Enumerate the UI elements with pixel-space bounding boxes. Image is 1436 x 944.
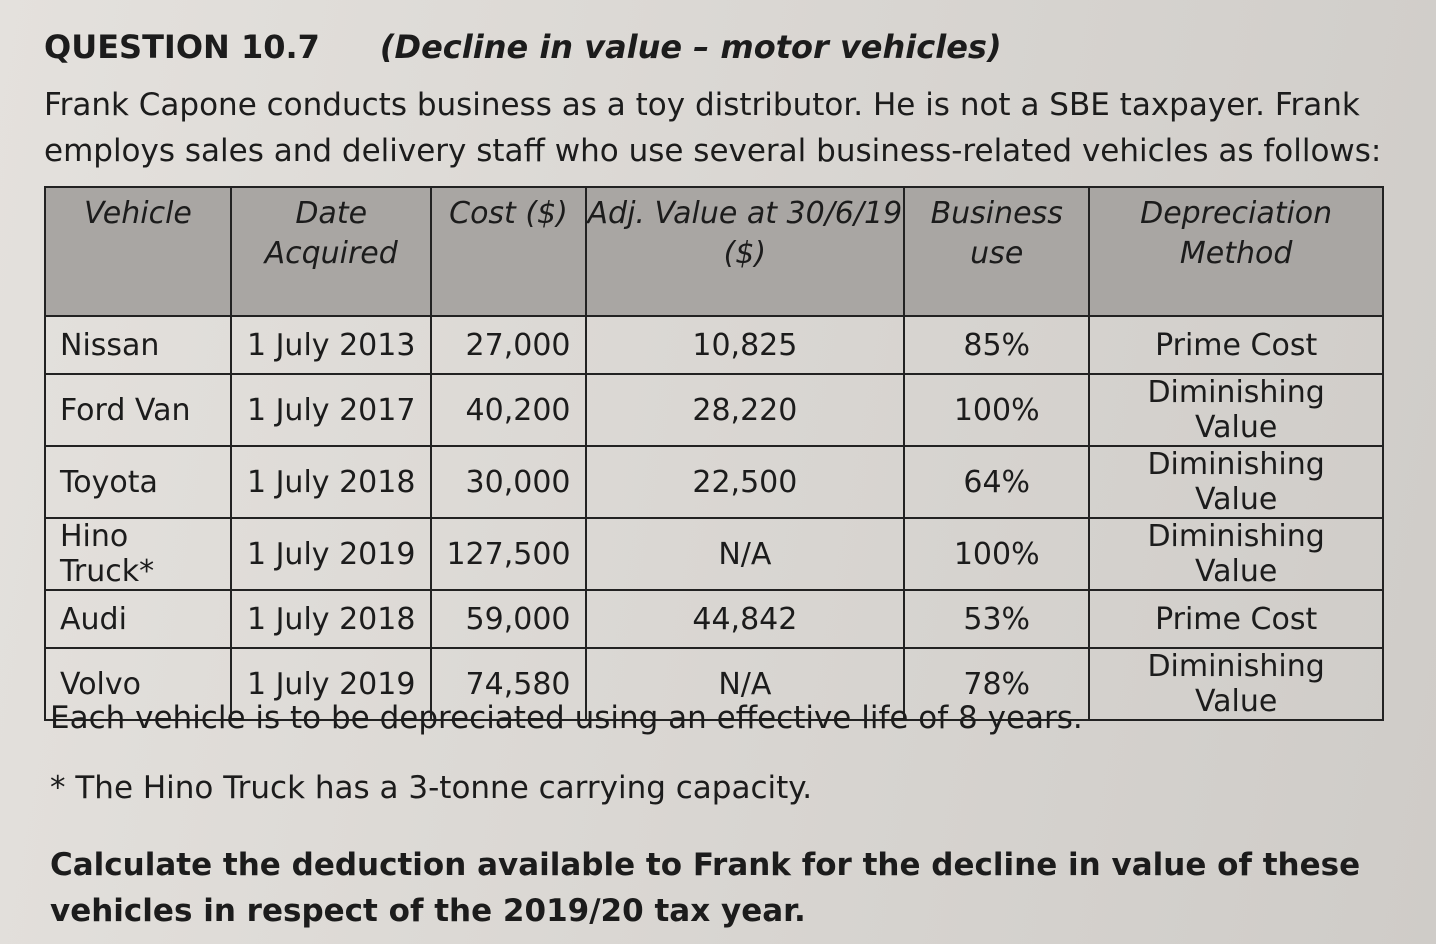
cell: 1 July 2018 [229,445,433,519]
header-cell: Adj. Value at 30/6/19 ($) [584,186,906,317]
cell: Diminishing Value [1088,373,1384,447]
header-cell: Cost ($) [430,186,587,317]
cell: 27,000 [430,315,587,375]
task: Calculate the deduction available to Fra… [50,847,1361,929]
cell: Toyota [44,445,232,519]
cell: 44,842 [584,589,906,649]
cell: 1 July 2017 [229,373,433,447]
heading: QUESTION 10.7 (Decline in value – motor v… [44,28,1002,66]
row: Volvo 1 July 2019 74,580 N/A 78% Diminishing … [44,647,1384,721]
cell: 1 July 2013 [229,315,433,375]
row: Ford Van 1 July 2017 40,200 28,220 100% Dimin… [44,373,1384,447]
cell: Diminishing Value [1088,445,1384,519]
cell: 28,220 [584,373,906,447]
row: Toyota 1 July 2018 30,000 22,500 64% Diminish… [44,445,1384,519]
header-cell: Business use [903,186,1091,317]
cell: 85% [903,315,1091,375]
cell: Nissan [44,315,232,375]
row: Audi 1 July 2018 59,000 44,842 53% Prime Cost [44,589,1384,649]
cell: Diminishing Value [1088,517,1384,591]
cell: Ford Van [44,373,232,447]
cell: 40,200 [430,373,587,447]
cell: 1 July 2018 [229,589,433,649]
note: * The Hino Truck has a 3-tonne carrying … [50,770,813,806]
cell: 100% [903,517,1091,591]
cell: 1 July 2019 [229,647,433,721]
cell: 78% [903,647,1091,721]
row: Nissan 1 July 2013 27,000 10,825 85% Prime Co… [44,315,1384,375]
question-subtitle: (Decline in value – motor vehicles) [379,28,1002,66]
question-number: QUESTION 10.7 [44,28,320,66]
note: Each vehicle is to be depreciated using … [50,700,1083,736]
cell: Volvo [44,647,232,721]
cell: 53% [903,589,1091,649]
cell: Prime Cost [1088,315,1384,375]
cell: N/A [584,517,906,591]
cell: 74,580 [430,647,587,721]
cell: 30,000 [430,445,587,519]
row: Hino Truck* 1 July 2019 127,500 N/A 100% Dimi… [44,517,1384,591]
vehicle-table: Vehicle Date Acquired Cost ($) Adj. Value a… [44,186,1384,721]
cell: N/A [584,647,906,721]
cell: 127,500 [430,517,587,591]
cell: Diminishing Value [1088,647,1384,721]
cell: Audi [44,589,232,649]
header-cell: Vehicle [44,186,232,317]
cell: 64% [903,445,1091,519]
header-cell: Depreciation Method [1088,186,1384,317]
intro: Frank Capone conducts business as a toy … [44,87,1382,169]
cell: 10,825 [584,315,906,375]
cell: 22,500 [584,445,906,519]
cell: 59,000 [430,589,587,649]
header-cell: Date Acquired [229,186,433,317]
cell: Prime Cost [1088,589,1384,649]
cell: 1 July 2019 [229,517,433,591]
cell: Hino Truck* [44,517,232,591]
cell: 100% [903,373,1091,447]
